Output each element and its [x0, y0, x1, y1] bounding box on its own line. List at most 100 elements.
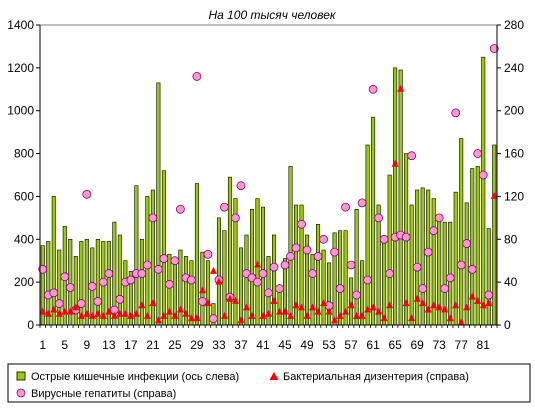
y-right-tick-label: 200 [504, 104, 524, 118]
bar [139, 238, 144, 326]
bar [365, 144, 370, 326]
triangle-point [160, 311, 168, 319]
triangle-point [314, 307, 322, 315]
triangle-point [463, 303, 471, 311]
circle-point [462, 239, 472, 248]
x-tick-label: 37 [234, 338, 248, 352]
triangle-point [281, 307, 289, 315]
y-left-tick-label: 600 [14, 189, 34, 203]
bar [481, 56, 486, 326]
triangle-point [83, 309, 91, 317]
triangle-point [287, 311, 295, 319]
triangle-point [253, 260, 261, 268]
x-tick-label: 49 [300, 338, 314, 352]
circle-point [379, 234, 389, 244]
bar [426, 189, 431, 326]
bar [459, 138, 464, 326]
bar [376, 204, 381, 326]
circle-point [308, 269, 317, 278]
triangle-point [424, 305, 432, 313]
bar [354, 208, 359, 326]
triangle-point [347, 301, 355, 309]
legend-triangle-swatch [269, 372, 279, 380]
triangle-point [72, 303, 80, 311]
circle-point [187, 275, 196, 285]
x-tick-label: 25 [168, 338, 182, 352]
triangle-point [66, 307, 74, 315]
triangle-point [248, 311, 256, 319]
triangle-point [336, 311, 344, 319]
circle-point [297, 219, 306, 229]
circle-point [60, 272, 70, 282]
x-tick-label: 61 [366, 338, 380, 352]
bar [338, 230, 343, 326]
y-left-tick-label: 1200 [7, 61, 34, 75]
circle-point [38, 264, 48, 274]
x-tick-label: 1 [39, 338, 46, 352]
triangle-point [226, 294, 234, 302]
triangle-point [309, 303, 317, 311]
y-right-tick-label: 0 [504, 318, 511, 332]
bar [194, 183, 199, 326]
triangle-point [474, 296, 482, 304]
triangle-point [402, 299, 410, 307]
chart-title: На 100 тысяч человек [208, 8, 336, 22]
x-tick-label: 17 [124, 338, 138, 352]
circle-point [478, 170, 488, 180]
circle-point [148, 213, 158, 223]
y-axis-left: 0 200 400 600 800 1000 1200 1400 [7, 18, 41, 332]
triangle-point [110, 311, 118, 319]
bar [271, 234, 277, 326]
bar [156, 82, 161, 326]
triangle-point [490, 191, 498, 199]
triangle-point [50, 305, 58, 313]
triangle-point [276, 307, 284, 315]
triangle-point [237, 316, 245, 324]
circle-point [489, 44, 499, 53]
bar [227, 176, 232, 326]
x-tick-label: 53 [322, 338, 336, 352]
triangle-point [419, 299, 427, 307]
x-tick-label: 65 [388, 338, 402, 352]
triangle-point [358, 311, 366, 319]
triangle-point [231, 296, 239, 304]
bar [205, 260, 210, 326]
circle-point [385, 269, 395, 278]
circle-point [401, 232, 411, 242]
triangle-point [364, 305, 372, 313]
circle-point [473, 149, 483, 158]
triangle-point [198, 286, 206, 294]
circle-point [54, 299, 64, 308]
circle-point [231, 213, 240, 223]
circle-point [330, 247, 339, 257]
x-tick-label: 81 [477, 338, 491, 352]
triangle-point [320, 299, 328, 307]
circle-point [275, 284, 284, 293]
bar [486, 228, 491, 326]
legend: Острые кишечные инфекции (ось слева) Бак… [7, 363, 531, 403]
circle-point [451, 108, 461, 118]
circle-point [104, 269, 114, 278]
legend-item-bars: Острые кишечные инфекции (ось слева) [31, 371, 239, 383]
triangle-point [39, 307, 47, 315]
y-right-tick-label: 120 [504, 189, 524, 203]
x-tick-label: 13 [102, 338, 116, 352]
bar [288, 166, 293, 326]
circle-point [346, 260, 356, 270]
circle-point [159, 254, 169, 263]
legend-item-triangles: Бактериальная дизентерия (справа) [283, 371, 469, 383]
x-tick-label: 69 [410, 338, 424, 352]
triangle-point [220, 311, 228, 319]
triangle-point [408, 314, 416, 322]
bar [393, 67, 398, 326]
triangle-point [452, 301, 460, 309]
circle-point [412, 262, 422, 272]
circle-point [319, 234, 328, 244]
triangle-point [193, 314, 201, 322]
bar [260, 206, 266, 326]
triangle-point [127, 311, 135, 319]
circle-point [137, 269, 147, 278]
triangle-point [88, 311, 96, 319]
x-tick-label: 57 [344, 338, 358, 352]
